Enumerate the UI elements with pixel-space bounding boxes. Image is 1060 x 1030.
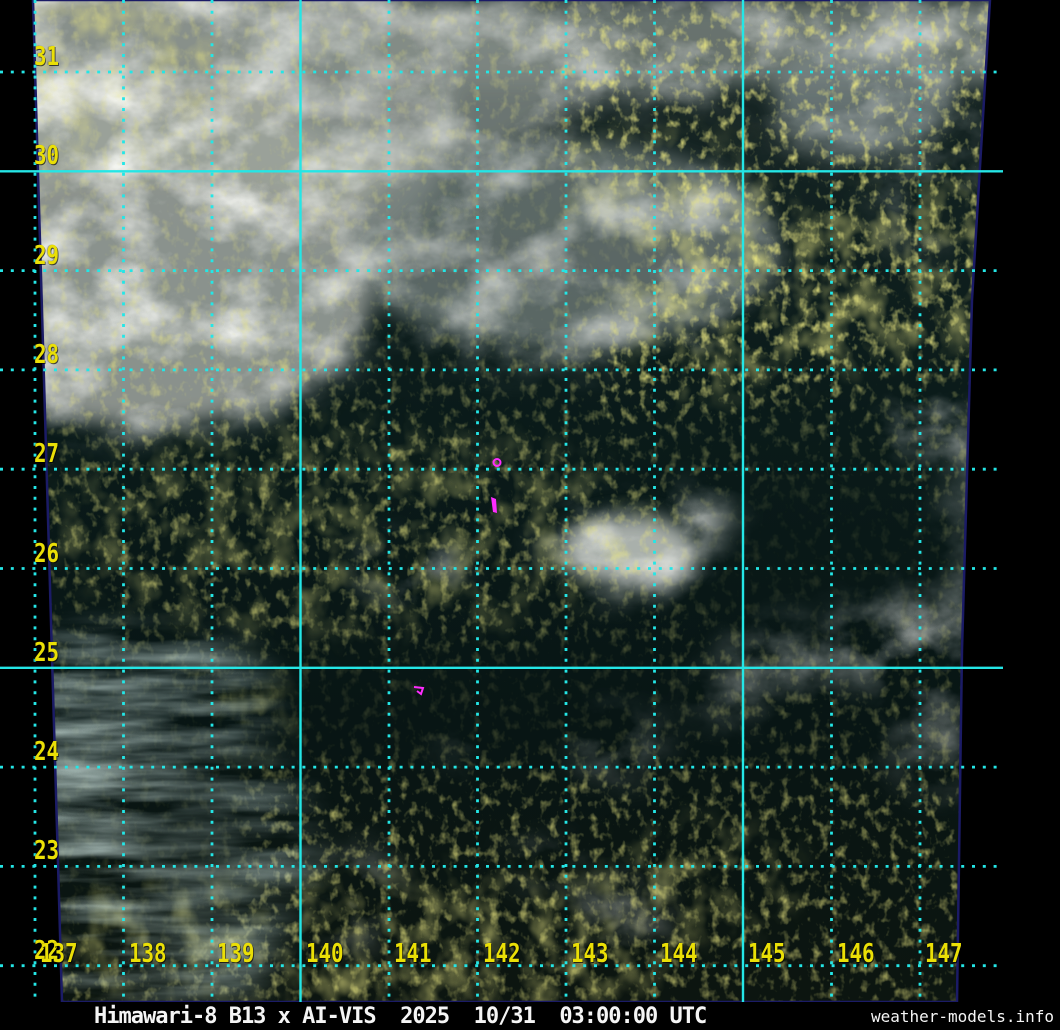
latlon-grid (0, 0, 1003, 1002)
satellite-image (0, 0, 1003, 1002)
caption-credit: weather-models.info (870, 1006, 1054, 1026)
caption-bar: Himawari-8 B13 x AI-VIS 2025 10/31 03:00… (0, 1002, 1060, 1030)
haze-layer (33, 620, 320, 1002)
storm-mark-streak (491, 497, 497, 513)
storm-marks (413, 458, 502, 696)
caption-title: Himawari-8 B13 x AI-VIS 2025 10/31 03:00… (94, 1003, 707, 1029)
satellite-data-region (33, 0, 990, 1002)
storm-mark-circle (492, 458, 502, 467)
storm-mark-hook (413, 686, 425, 696)
data-boundary (31, 0, 992, 1002)
